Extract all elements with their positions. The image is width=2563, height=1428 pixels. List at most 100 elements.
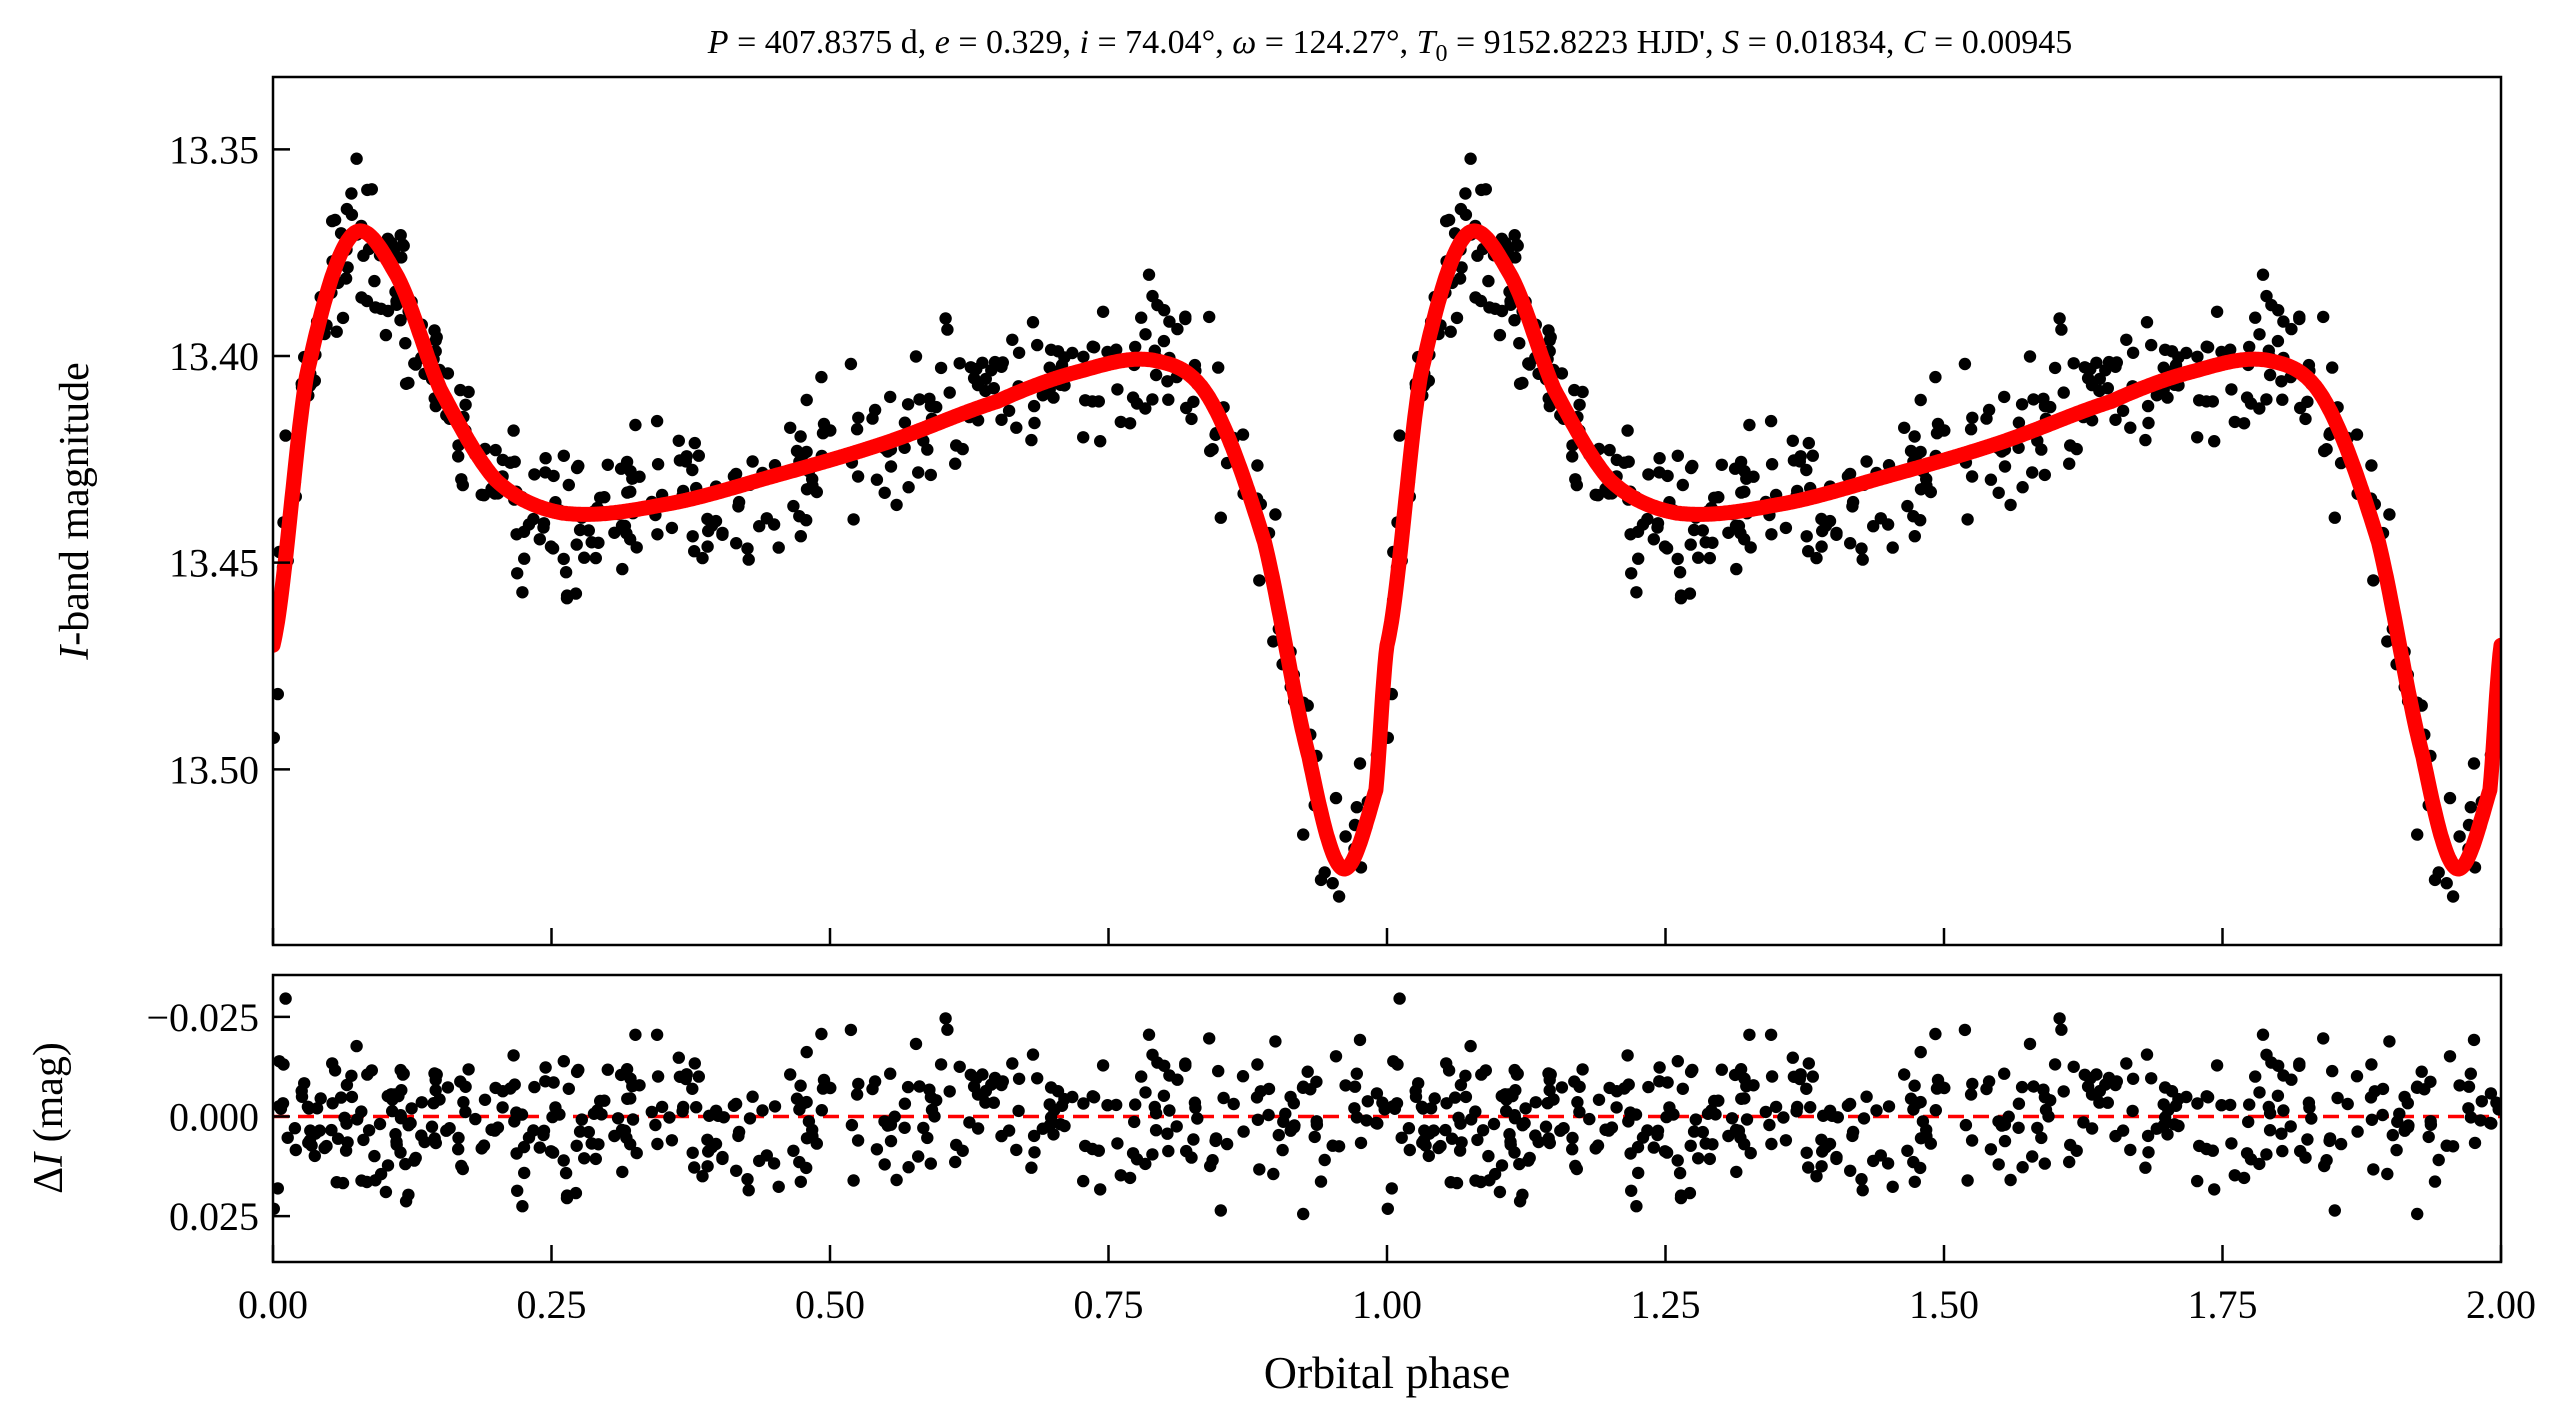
residual-point [1914, 1045, 1927, 1059]
residual-point [1114, 1169, 1128, 1182]
residual-point [1855, 1173, 1868, 1186]
residual-point [2253, 1086, 2266, 1099]
magnitude-point [1735, 486, 1748, 499]
residual-point [673, 1070, 687, 1084]
residual-point [2341, 1097, 2354, 1111]
residual-point [1802, 1057, 1816, 1070]
residual-point [1440, 1097, 1453, 1110]
magnitude-point [985, 364, 998, 377]
residual-point [976, 1068, 989, 1081]
residual-point [2012, 1097, 2026, 1110]
magnitude-point [1653, 452, 1666, 465]
magnitude-point [456, 478, 469, 492]
residual-point [288, 1122, 302, 1135]
residual-point [1171, 1073, 1184, 1086]
residual-point [1237, 1125, 1250, 1138]
residual-point [374, 1167, 388, 1181]
magnitude-point [1786, 434, 1800, 447]
residual-point [794, 1079, 807, 1092]
residual-point [1454, 1078, 1468, 1092]
residual-point [441, 1081, 455, 1094]
residual-point [1728, 1068, 1742, 1082]
magnitude-point [452, 450, 465, 463]
residual-point [2275, 1127, 2288, 1140]
residual-point [1592, 1093, 1606, 1107]
residual-point [2139, 1161, 2152, 1174]
residual-point [1843, 1097, 1857, 1111]
magnitude-point [2260, 393, 2273, 406]
residual-point [1428, 1092, 1441, 1105]
residual-point [1804, 1101, 1817, 1114]
magnitude-point [2365, 459, 2378, 472]
residual-point [390, 1138, 403, 1152]
residual-point [454, 1075, 467, 1088]
magnitude-point [696, 551, 709, 565]
residual-point [1284, 1124, 1297, 1137]
residual-point [2381, 1167, 2394, 1181]
residual-point [1573, 1105, 1586, 1119]
residual-point [496, 1085, 509, 1098]
residual-point [2424, 1075, 2437, 1089]
magnitude-point [336, 311, 350, 325]
residual-point [373, 1117, 387, 1131]
magnitude-point [2004, 498, 2017, 512]
magnitude-point [1111, 383, 1124, 396]
magnitude-point [1504, 298, 1517, 311]
residual-point [533, 1141, 546, 1154]
residual-point [1647, 1141, 1661, 1154]
residual-point [717, 1111, 730, 1124]
residual-point [1139, 1157, 1152, 1171]
residual-point [772, 1180, 785, 1194]
magnitude-point [1508, 229, 1521, 242]
magnitude-point [794, 530, 807, 543]
residual-point [469, 1112, 482, 1126]
magnitude-point [430, 331, 443, 344]
residual-point [273, 1182, 284, 1195]
residual-point [800, 1045, 813, 1059]
residual-point [310, 1102, 324, 1115]
residual-point [1708, 1094, 1721, 1108]
magnitude-point [800, 393, 813, 407]
magnitude-point [475, 488, 488, 501]
residual-point [1487, 1117, 1501, 1131]
magnitude-point [2367, 574, 2380, 587]
magnitude-point [533, 533, 546, 546]
residual-point [2109, 1078, 2122, 1092]
residual-point [1881, 1157, 1895, 1170]
magnitude-point [2317, 310, 2330, 324]
magnitude-point [1908, 430, 1921, 443]
residual-point [1026, 1048, 1040, 1061]
magnitude-point [614, 462, 628, 475]
residual-point [815, 1104, 828, 1117]
residual-point [878, 1158, 891, 1171]
residual-point [314, 1092, 327, 1105]
magnitude-point [572, 459, 585, 473]
residual-point [2012, 1121, 2025, 1135]
residual-point [546, 1110, 559, 1124]
magnitude-point [1815, 512, 1828, 526]
residual-point [2256, 1028, 2270, 1041]
residual-point [452, 1143, 465, 1156]
residual-point [701, 1133, 714, 1147]
residual-point [1142, 1028, 1156, 1041]
magnitude-point [772, 541, 785, 554]
magnitude-point [716, 526, 729, 540]
magnitude-point [1475, 183, 1488, 197]
residual-point [624, 1138, 637, 1151]
magnitude-point [1881, 518, 1895, 531]
residual-point [2120, 1057, 2133, 1070]
magnitude-point [562, 478, 575, 492]
residual-point [1542, 1132, 1555, 1145]
magnitude-point [2141, 399, 2155, 413]
residual-point [844, 1023, 858, 1037]
magnitude-point [898, 416, 912, 429]
y-tick-label: 13.40 [169, 334, 259, 379]
magnitude-point [2240, 391, 2254, 404]
magnitude-point [1992, 486, 2005, 499]
residual-point [1010, 1143, 1023, 1157]
residual-point [985, 1078, 998, 1091]
residual-point [1464, 1039, 1477, 1053]
magnitude-point [1914, 445, 1927, 459]
magnitude-point [1703, 551, 1717, 565]
residual-point [2126, 1104, 2139, 1118]
